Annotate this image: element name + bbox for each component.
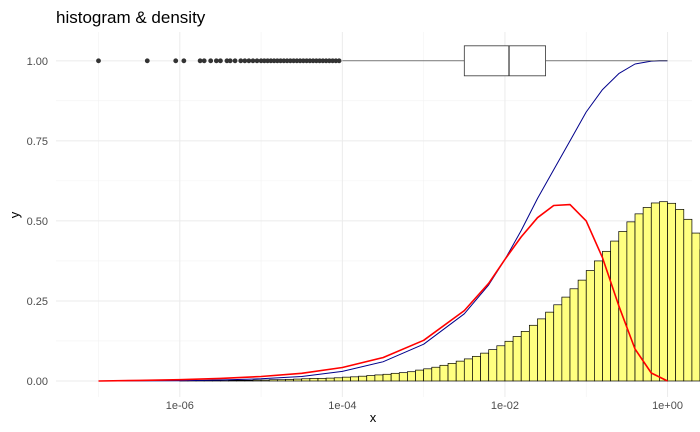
boxplot-outlier xyxy=(197,58,203,64)
boxplot-outlier xyxy=(218,58,223,64)
histogram-bar xyxy=(268,379,278,382)
histogram-bar xyxy=(260,379,270,382)
x-tick-label: 1e-06 xyxy=(166,400,194,412)
boxplot-outlier xyxy=(232,58,238,64)
histogram-bar xyxy=(342,376,351,382)
boxplot-outlier xyxy=(250,58,256,64)
histogram-bar xyxy=(667,202,677,382)
histogram-bar xyxy=(488,349,498,382)
histogram-bar xyxy=(512,336,522,382)
histogram-bar xyxy=(659,201,668,382)
x-tick-label: 1e+00 xyxy=(652,400,683,412)
histogram-bar xyxy=(545,311,555,382)
histogram-bars xyxy=(179,201,700,382)
histogram-bar xyxy=(480,352,490,382)
boxplot-outlier xyxy=(201,58,207,64)
histogram-bar xyxy=(610,240,620,382)
histogram-bar xyxy=(528,324,538,382)
x-axis-title: x xyxy=(370,410,377,425)
histogram-bar xyxy=(537,318,546,382)
grid xyxy=(56,32,692,397)
chart-title: histogram & density xyxy=(56,8,206,27)
histogram-bar xyxy=(594,260,603,382)
histogram-bar xyxy=(504,340,514,382)
histogram-bar xyxy=(423,368,433,382)
histogram-bar xyxy=(569,288,579,382)
histogram-bar xyxy=(431,366,441,382)
histogram-bar xyxy=(650,202,660,382)
boxplot-outlier xyxy=(227,58,233,64)
histogram-bar xyxy=(561,296,571,382)
histogram-bar xyxy=(626,221,636,382)
boxplot-box xyxy=(463,45,546,77)
histogram-bar xyxy=(455,360,465,382)
boxplot-outlier xyxy=(238,58,244,64)
histogram-bar xyxy=(350,376,359,382)
histogram-bar xyxy=(675,209,685,382)
boxplot-outlier xyxy=(336,58,342,64)
boxplot-outlier xyxy=(96,58,101,64)
histogram-bar xyxy=(439,364,449,382)
histogram-bar xyxy=(691,232,700,382)
x-tick-label: 1e-04 xyxy=(328,400,356,412)
y-tick-label: 0.25 xyxy=(27,296,48,308)
boxplot-outlier xyxy=(208,58,214,64)
histogram-bar xyxy=(374,374,384,382)
histogram-bar xyxy=(244,380,254,382)
histogram-bar xyxy=(415,369,425,382)
histogram-bar xyxy=(398,372,408,382)
boxplot-outlier xyxy=(246,58,252,64)
density-line xyxy=(98,203,668,382)
histogram-bar xyxy=(496,345,506,382)
boxplot-outlier xyxy=(173,58,179,64)
histogram-bar xyxy=(301,378,311,382)
y-tick-label: 0.00 xyxy=(27,376,48,388)
histogram-bar xyxy=(472,355,481,382)
curves xyxy=(98,60,668,382)
x-tick-label: 1e-02 xyxy=(491,400,519,412)
histogram-bar xyxy=(309,378,319,382)
histogram-bar xyxy=(585,270,595,382)
histogram-bar xyxy=(447,363,457,382)
histogram-bar xyxy=(407,371,416,382)
histogram-bar xyxy=(276,379,286,382)
y-tick-label: 0.50 xyxy=(27,216,48,228)
histogram-bar xyxy=(520,331,530,382)
ecdf-line xyxy=(98,60,668,382)
boxplot xyxy=(96,45,668,77)
histogram-bar xyxy=(683,218,693,382)
histogram-bar xyxy=(577,279,587,382)
histogram-bar xyxy=(463,358,473,382)
histogram-bar xyxy=(366,375,376,382)
histogram-bar xyxy=(317,378,327,382)
histogram-bar xyxy=(252,379,262,382)
y-axis-title: y xyxy=(7,211,22,218)
boxplot-outlier xyxy=(181,58,187,64)
histogram-bar xyxy=(285,379,294,382)
histogram-bar xyxy=(390,372,400,382)
histogram-bar xyxy=(618,231,628,382)
boxplot-outlier xyxy=(242,58,248,64)
y-axis-ticks: 0.00 0.25 0.50 0.75 1.00 xyxy=(27,56,48,388)
histogram-bar xyxy=(293,378,303,382)
boxplot-outlier xyxy=(144,58,150,64)
histogram-bar xyxy=(236,380,246,382)
y-tick-label: 1.00 xyxy=(27,56,48,68)
histogram-bar xyxy=(553,304,563,382)
y-tick-label: 0.75 xyxy=(27,136,48,148)
boxplot-outlier xyxy=(213,58,219,64)
histogram-bar xyxy=(228,380,238,382)
histogram-bar xyxy=(642,207,652,382)
boxplot-outlier xyxy=(254,58,260,64)
histogram-bar xyxy=(358,375,368,382)
x-axis-ticks: 1e-06 1e-04 1e-02 1e+00 xyxy=(166,400,683,412)
histogram-bar xyxy=(325,377,335,382)
histogram-bar xyxy=(333,377,343,382)
histogram-bar xyxy=(382,373,392,382)
